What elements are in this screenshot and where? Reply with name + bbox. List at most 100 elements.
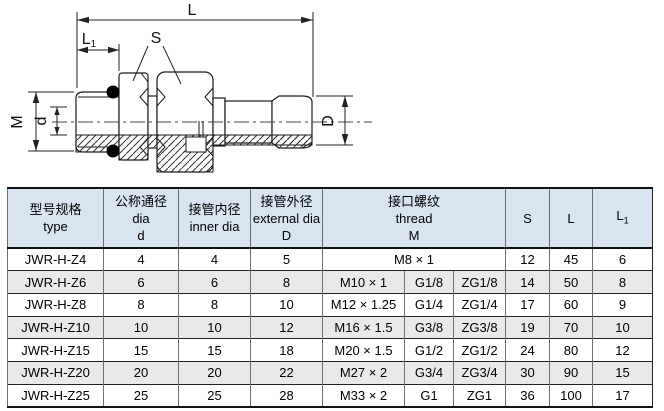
section-hatching [75,121,313,173]
table-row: JWR-H-Z6 6 6 8 M10 × 1 G1/8 ZG1/8 14 50 … [7,270,653,294]
cell-l1: 12 [592,338,653,362]
cell-external-dia: 28 [250,383,323,407]
cell-l: 60 [549,292,593,317]
cell-type: JWR-H-Z6 [7,270,104,294]
cell-s: 14 [505,270,550,294]
cell-l1: 9 [592,292,653,317]
cell-inner-dia: 4 [178,247,251,271]
cell-l: 80 [549,338,593,362]
col-header-dia: 公称通径 dia d [103,187,179,249]
cell-thread-g: G1/2 [404,338,454,362]
cell-thread-zg: ZG1/2 [453,338,506,362]
cell-thread-m: M12 × 1.25 [322,292,405,317]
cell-thread-g: G1/8 [404,270,454,294]
cell-type: JWR-H-Z4 [7,247,104,271]
fitting-technical-drawing: L L1 S M d D [0,0,664,187]
cell-dia: 8 [103,292,179,317]
cell-inner-dia: 6 [178,270,251,294]
col-header-inner-dia: 接管内径 inner dia [178,187,251,249]
cell-thread-g: G1/4 [404,292,454,317]
o-ring-top-icon [106,85,120,99]
cell-thread-g: G3/8 [404,315,454,339]
cell-dia: 15 [103,338,179,362]
cell-thread-zg: ZG3/8 [453,315,506,339]
col-header-thread: 接口螺纹 thread M [322,187,506,249]
table-row: JWR-H-Z4 4 4 5 M8 × 1 12 45 6 [7,247,653,271]
cell-external-dia: 18 [250,338,323,362]
dim-label-L: L [188,2,197,19]
cell-l1: 17 [592,383,653,407]
cell-s: 19 [505,315,550,339]
cell-s: 24 [505,338,550,362]
cell-s: 30 [505,360,550,385]
table-row: JWR-H-Z15 15 15 18 M20 × 1.5 G1/2 ZG1/2 … [7,338,653,362]
dim-label-L1: L1 [82,31,97,50]
cell-thread-zg: ZG1/8 [453,270,506,294]
spec-table: 型号规格 type 公称通径 dia d 接管内径 inner dia 接管外径… [7,187,653,408]
cell-inner-dia: 25 [178,383,251,407]
cell-l: 50 [549,270,593,294]
dim-label-D: D [320,115,337,127]
table-row: JWR-H-Z20 20 20 22 M27 × 2 G3/4 ZG3/4 30… [7,360,653,385]
col-header-l: L [549,187,593,249]
cell-l1: 15 [592,360,653,385]
cell-thread-m: M27 × 2 [322,360,405,385]
cell-thread-g: G3/4 [404,360,454,385]
cell-dia: 25 [103,383,179,407]
cell-inner-dia: 10 [178,315,251,339]
dim-label-S: S [151,30,162,47]
cell-l1: 10 [592,315,653,339]
dim-label-d: d [33,117,50,126]
cell-external-dia: 12 [250,315,323,339]
cell-l1: 6 [592,247,653,271]
dimension-S-leaders [132,45,182,85]
col-header-s: S [505,187,550,249]
cell-dia: 20 [103,360,179,385]
cell-thread-zg: ZG1 [453,383,506,407]
cell-inner-dia: 8 [178,292,251,317]
col-header-l1: L1 [592,187,653,249]
dimension-d [50,106,67,136]
cell-type: JWR-H-Z10 [7,315,104,339]
cell-l1: 8 [592,270,653,294]
cell-inner-dia: 15 [178,338,251,362]
cell-thread-m: M8 × 1 [322,247,506,271]
cell-s: 36 [505,383,550,407]
cell-type: JWR-H-Z8 [7,292,104,317]
cell-l: 90 [549,360,593,385]
cell-thread-zg: ZG1/4 [453,292,506,317]
cell-dia: 4 [103,247,179,271]
cell-l: 70 [549,315,593,339]
col-header-type: 型号规格 type [7,187,104,249]
cell-thread-m: M20 × 1.5 [322,338,405,362]
cell-l: 100 [549,383,593,407]
cell-external-dia: 10 [250,292,323,317]
spec-table-header: 型号规格 type 公称通径 dia d 接管内径 inner dia 接管外径… [7,187,653,249]
cell-thread-m: M16 × 1.5 [322,315,405,339]
cell-type: JWR-H-Z20 [7,360,104,385]
cell-external-dia: 5 [250,247,323,271]
cell-thread-m: M10 × 1 [322,270,405,294]
col-header-external-dia: 接管外径 external dia D [250,187,323,249]
cell-l: 45 [549,247,593,271]
cell-thread-zg: ZG3/4 [453,360,506,385]
cell-type: JWR-H-Z15 [7,338,104,362]
dimension-D [316,95,353,146]
cell-s: 12 [505,247,550,271]
cell-external-dia: 8 [250,270,323,294]
cell-dia: 6 [103,270,179,294]
table-row: JWR-H-Z8 8 8 10 M12 × 1.25 G1/4 ZG1/4 17… [7,292,653,317]
table-row: JWR-H-Z25 25 25 28 M33 × 2 G1 ZG1 36 100… [7,383,653,407]
dim-label-M: M [9,115,26,128]
table-row: JWR-H-Z10 10 10 12 M16 × 1.5 G3/8 ZG3/8 … [7,315,653,339]
dimension-M [28,91,74,152]
cell-s: 17 [505,292,550,317]
cell-dia: 10 [103,315,179,339]
cell-thread-g: G1 [404,383,454,407]
dimension-L1 [77,44,120,71]
cell-inner-dia: 20 [178,360,251,385]
o-ring-bottom-icon [106,144,120,158]
fitting-drawing-svg: L L1 S M d D [9,2,372,173]
cell-type: JWR-H-Z25 [7,383,104,407]
